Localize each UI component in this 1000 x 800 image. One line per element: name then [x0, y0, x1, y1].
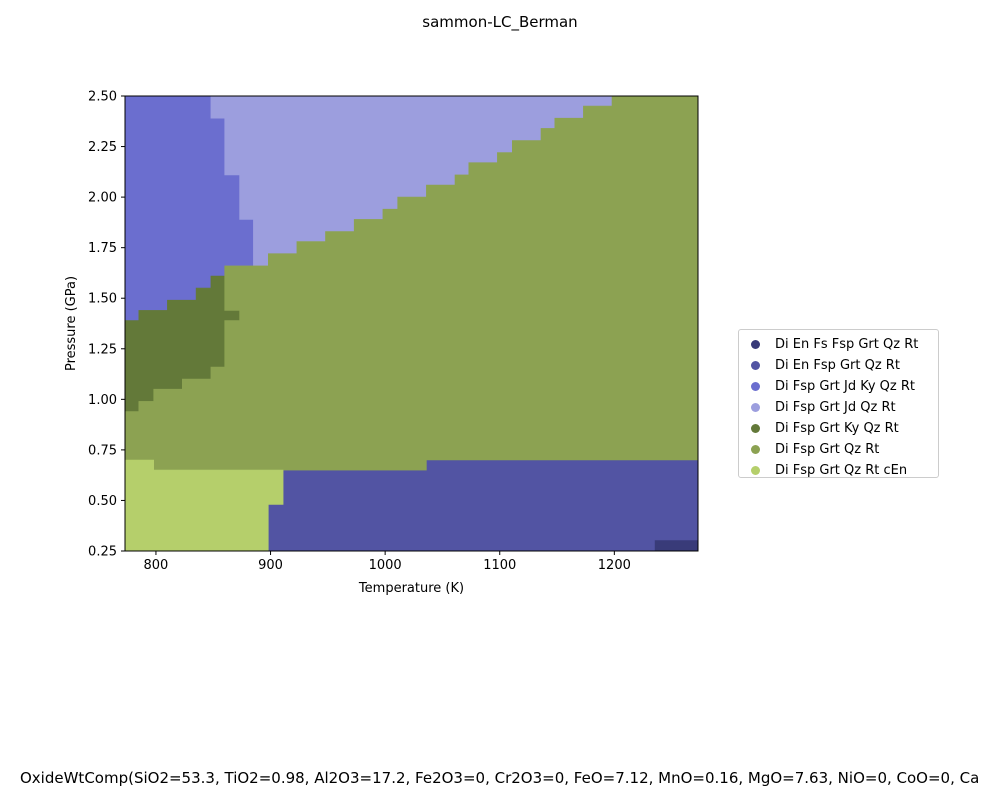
- y-tick-label: 1.25: [88, 342, 117, 357]
- legend-label: Di Fsp Grt Ky Qz Rt: [775, 421, 899, 436]
- legend-label: Di Fsp Grt Jd Ky Qz Rt: [775, 379, 915, 394]
- legend-label: Di Fsp Grt Jd Qz Rt: [775, 400, 896, 415]
- legend-marker-icon: [751, 340, 760, 349]
- y-tick-label: 0.50: [88, 494, 117, 509]
- x-axis-label: Temperature (K): [358, 581, 464, 596]
- phase-region-1: [267, 459, 699, 552]
- y-tick-label: 0.75: [88, 443, 117, 458]
- legend-label: Di Fsp Grt Qz Rt cEn: [775, 463, 908, 478]
- legend-label: Di Fsp Grt Qz Rt: [775, 442, 880, 457]
- y-axis-ticks: 0.25 0.50 0.75 1.00 1.25 1.50 1.75 2.00 2.25 2.50: [88, 90, 125, 560]
- legend-label: Di En Fsp Grt Qz Rt: [775, 358, 900, 373]
- oxide-composition-footer: OxideWtComp(SiO2=53.3, TiO2=0.98, Al2O3=…: [20, 769, 980, 787]
- legend-entry: Di Fsp Grt Jd Qz Rt: [751, 397, 938, 418]
- y-tick-label: 1.75: [88, 241, 117, 256]
- legend-marker-icon: [751, 403, 760, 412]
- legend-entry: Di En Fsp Grt Qz Rt: [751, 355, 938, 376]
- legend-entry: Di Fsp Grt Qz Rt cEn: [751, 460, 938, 481]
- y-tick-label: 2.50: [88, 90, 117, 105]
- legend-marker-icon: [751, 445, 760, 454]
- chart-title: sammon-LC_Berman: [422, 13, 578, 31]
- x-tick-label: 1000: [369, 558, 402, 573]
- x-axis-ticks: 800 900 1000 1100 1200: [144, 551, 631, 573]
- legend-entry: Di Fsp Grt Ky Qz Rt: [751, 418, 938, 439]
- x-tick-label: 900: [258, 558, 283, 573]
- y-tick-label: 1.00: [88, 393, 117, 408]
- x-tick-label: 1200: [598, 558, 631, 573]
- phase-regions: [124, 95, 699, 552]
- legend-marker-icon: [751, 361, 760, 370]
- legend-marker-icon: [751, 382, 760, 391]
- phase-region-6: [124, 459, 284, 552]
- y-tick-label: 1.50: [88, 292, 117, 307]
- legend: Di En Fs Fsp Grt Qz Rt Di En Fsp Grt Qz R…: [738, 329, 939, 478]
- legend-entry: Di En Fs Fsp Grt Qz Rt: [751, 334, 938, 355]
- legend-marker-icon: [751, 424, 760, 433]
- x-tick-label: 1100: [483, 558, 516, 573]
- legend-entry: Di Fsp Grt Jd Ky Qz Rt: [751, 376, 938, 397]
- legend-label: Di En Fs Fsp Grt Qz Rt: [775, 337, 919, 352]
- axes-frame: [124, 95, 699, 552]
- x-tick-label: 800: [144, 558, 169, 573]
- phase-region-5: [124, 95, 699, 471]
- legend-entry: Di Fsp Grt Qz Rt: [751, 439, 938, 460]
- y-tick-label: 2.25: [88, 140, 117, 155]
- y-axis-label: Pressure (GPa): [64, 276, 79, 371]
- legend-marker-icon: [751, 466, 760, 475]
- y-tick-label: 0.25: [88, 545, 117, 560]
- phase-region-0: [654, 539, 699, 552]
- y-tick-label: 2.00: [88, 191, 117, 206]
